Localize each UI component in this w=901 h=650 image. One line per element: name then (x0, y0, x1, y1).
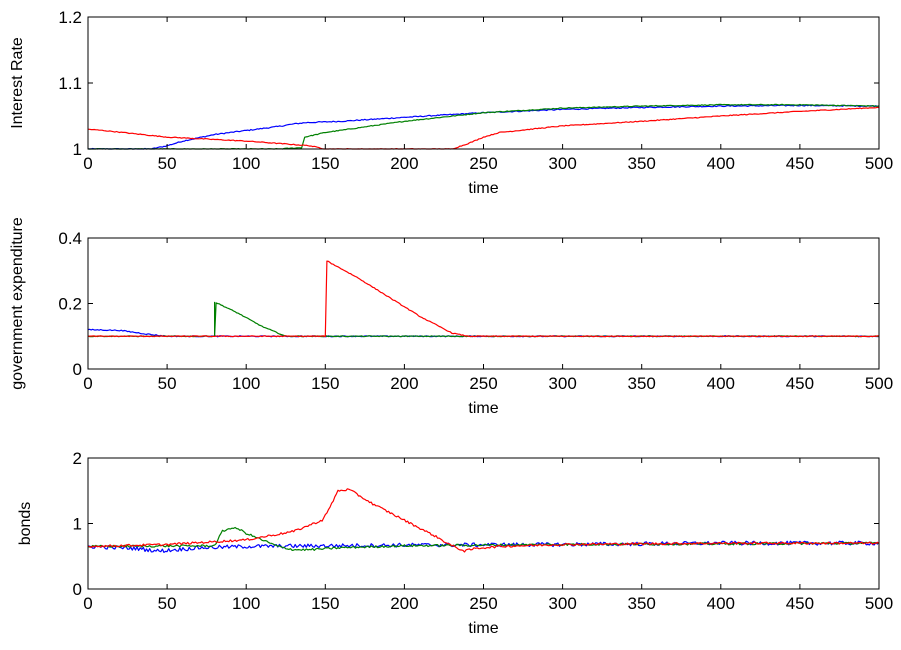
x-tick-label: 100 (232, 594, 260, 613)
series-line-3 (87, 488, 880, 553)
series-line-2 (87, 526, 880, 552)
axes-frame (87, 16, 880, 150)
x-tick-label: 50 (158, 594, 177, 613)
series-line-3 (87, 260, 879, 338)
chart-panel-2: 0 50 100 150 200 250 300 350 400 450 500 0 0.2 0.4 tim… (9, 217, 893, 417)
axes-frame (87, 457, 880, 590)
x-tick-label: 350 (628, 154, 656, 173)
x-tick-label: 300 (548, 374, 576, 393)
x-tick-label: 450 (786, 154, 814, 173)
x-tick-label: 300 (548, 594, 576, 613)
x-tick-label: 350 (628, 594, 656, 613)
x-tick-label: 350 (628, 374, 656, 393)
x-tick-label: 250 (469, 374, 497, 393)
x-tick-label: 0 (83, 594, 92, 613)
x-axis-label: time (468, 180, 498, 197)
x-tick-label: 200 (390, 374, 418, 393)
x-tick-label: 500 (865, 154, 893, 173)
x-tick-label: 100 (232, 374, 260, 393)
x-tick-label: 200 (390, 154, 418, 173)
series-line-1 (87, 540, 880, 553)
x-axis-label: time (468, 400, 498, 417)
x-tick-label: 400 (707, 154, 735, 173)
y-tick-label: 0.4 (58, 229, 82, 248)
y-axis-label: government expenditure (9, 217, 26, 390)
x-tick-label: 100 (232, 154, 260, 173)
series-line-1 (87, 104, 880, 150)
y-axis-label: bonds (17, 502, 34, 546)
x-tick-label: 250 (469, 154, 497, 173)
y-tick-label: 1.1 (58, 74, 82, 93)
x-axis-label: time (468, 620, 498, 637)
y-tick-label: 2 (73, 449, 82, 468)
y-tick-label: 1 (73, 140, 82, 159)
chart-panel-3: 0 50 100 150 200 250 300 350 400 450 500 0 1 2 time bon… (17, 449, 893, 637)
x-tick-label: 300 (548, 154, 576, 173)
y-tick-label: 0 (73, 360, 82, 379)
x-tick-label: 500 (865, 374, 893, 393)
x-tick-label: 0 (83, 154, 92, 173)
y-axis-label: Interest Rate (9, 37, 26, 129)
x-tick-label: 200 (390, 594, 418, 613)
x-tick-label: 400 (707, 594, 735, 613)
series-line-2 (88, 103, 880, 150)
x-tick-label: 0 (83, 374, 92, 393)
y-tick-label: 1.2 (58, 8, 82, 27)
x-tick-label: 500 (865, 594, 893, 613)
series-line-2 (87, 301, 880, 338)
x-tick-label: 150 (311, 374, 339, 393)
series-line-3 (87, 106, 880, 150)
x-tick-label: 50 (158, 154, 177, 173)
y-tick-label: 1 (73, 515, 82, 534)
chart-panel-1: 0 50 100 150 200 250 300 350 400 450 500 1 1.1 1.2 tim… (9, 8, 893, 197)
x-tick-label: 250 (469, 594, 497, 613)
x-tick-label: 450 (786, 594, 814, 613)
x-tick-label: 150 (311, 594, 339, 613)
x-tick-label: 50 (158, 374, 177, 393)
y-tick-label: 0 (73, 580, 82, 599)
x-tick-label: 150 (311, 154, 339, 173)
x-tick-label: 400 (707, 374, 735, 393)
axes-frame (87, 237, 880, 370)
x-tick-label: 450 (786, 374, 814, 393)
y-tick-label: 0.2 (58, 295, 82, 314)
